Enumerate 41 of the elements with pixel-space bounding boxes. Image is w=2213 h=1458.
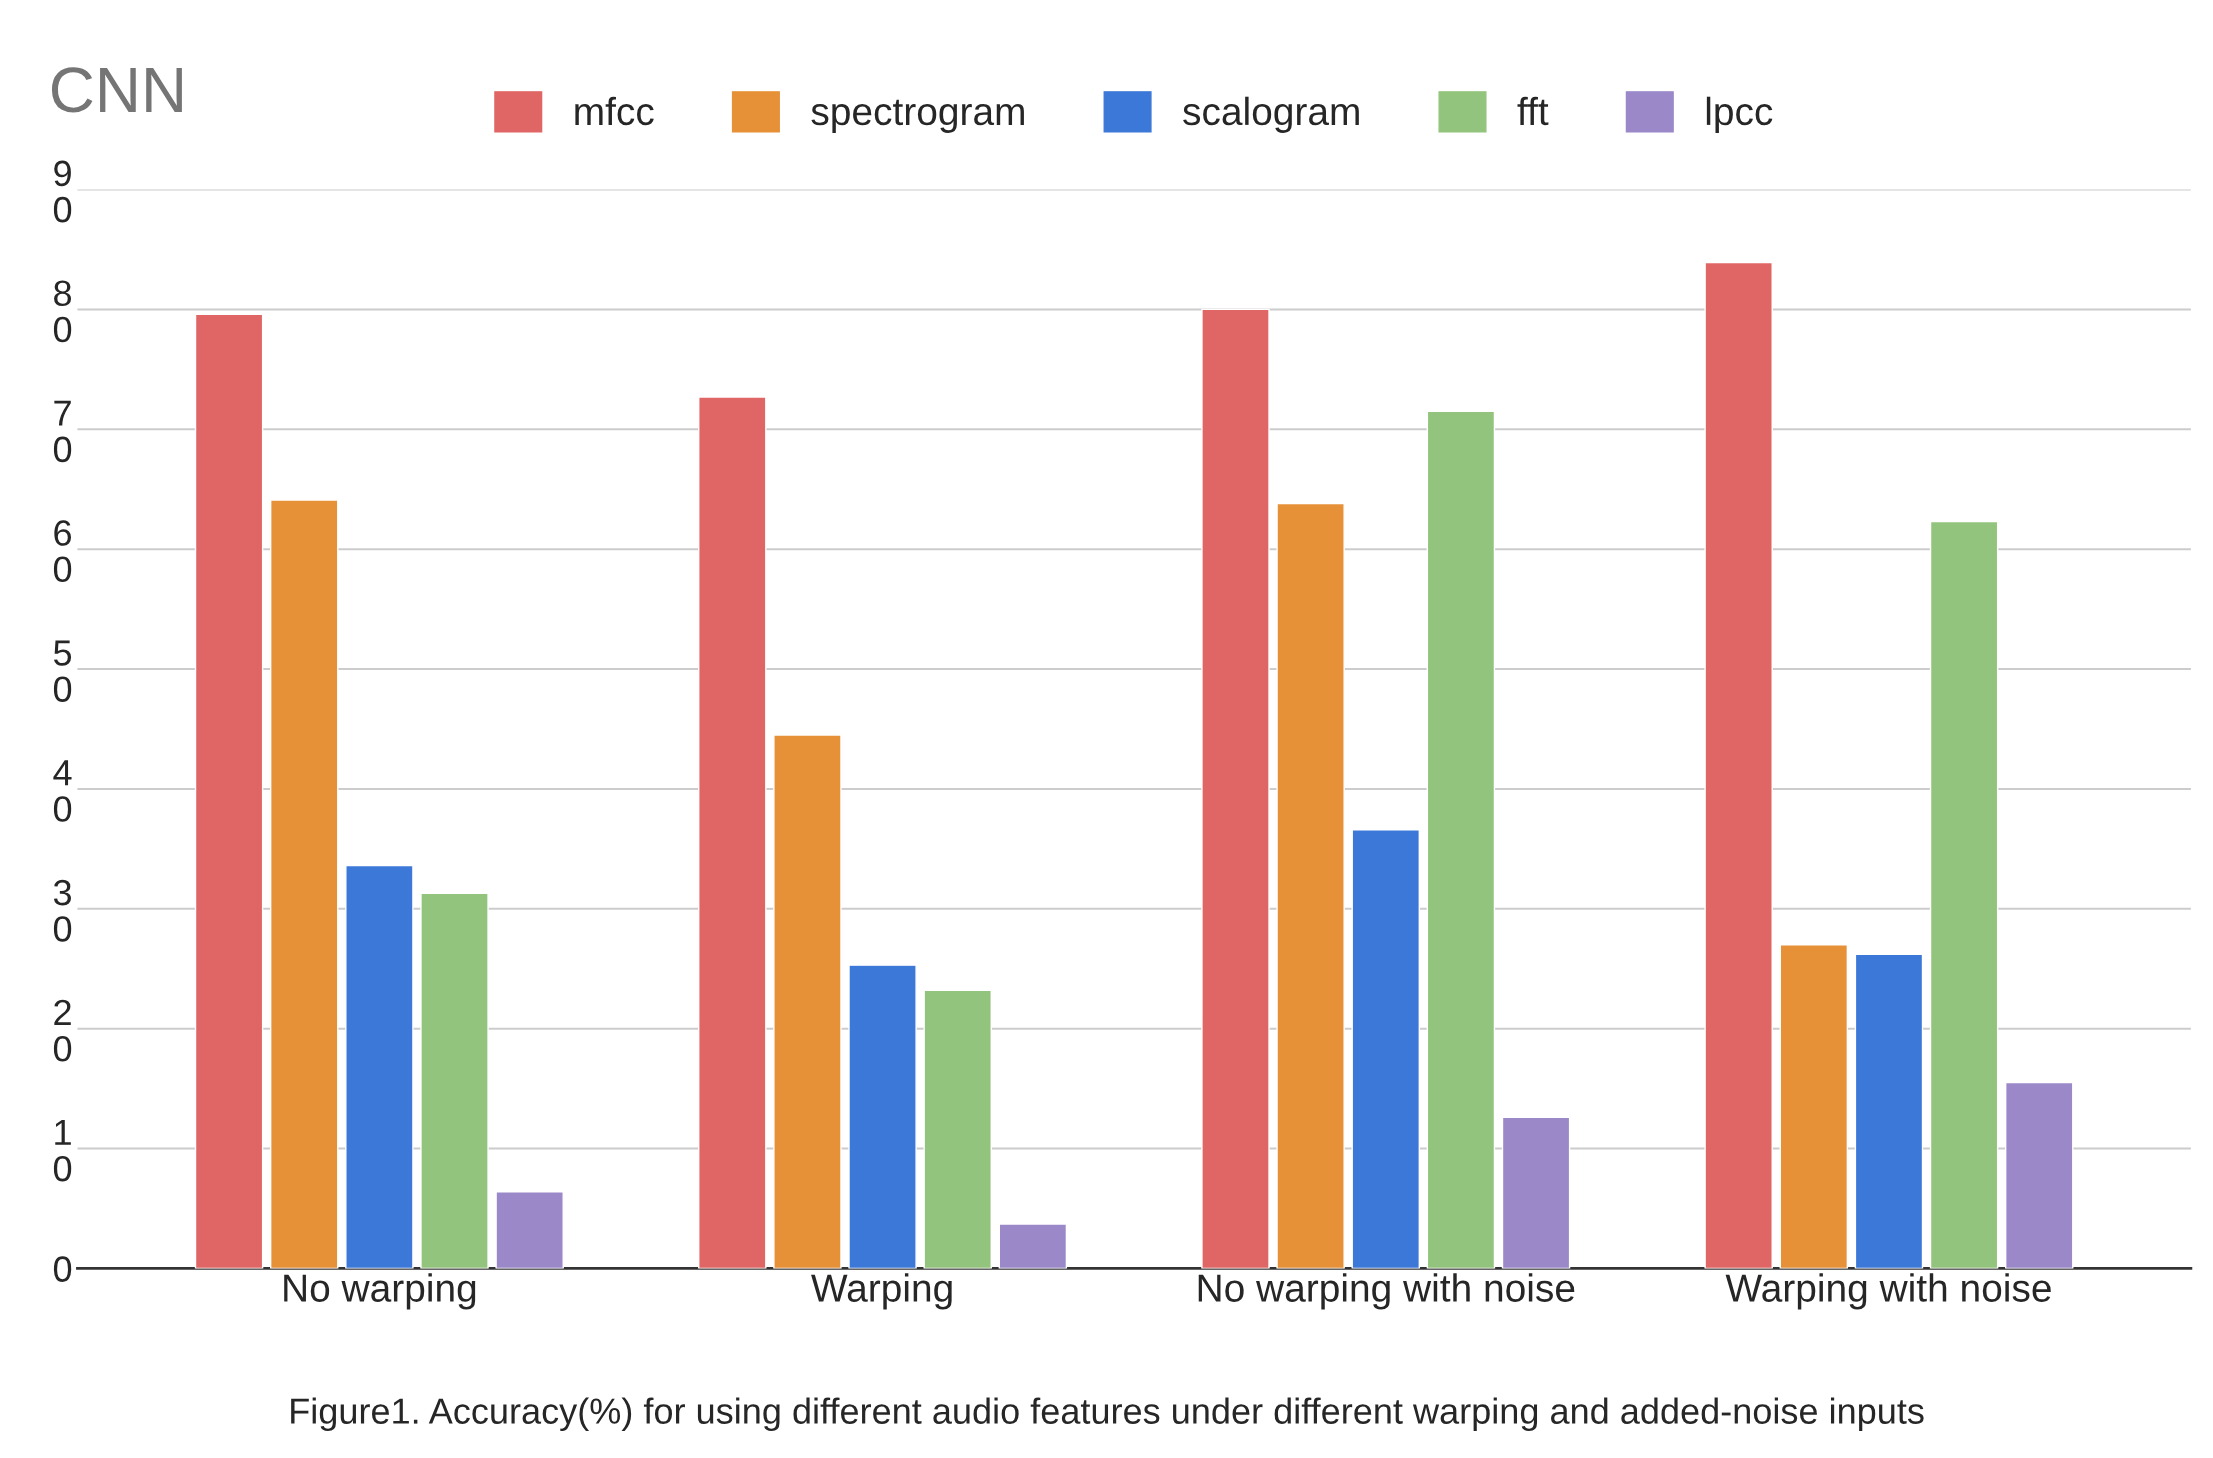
bar — [194, 313, 264, 1269]
bar — [848, 964, 917, 1269]
legend-label: mfcc — [575, 96, 654, 126]
bar — [420, 892, 489, 1269]
y-tick-label: 9 0 — [53, 160, 72, 223]
bar — [698, 396, 767, 1269]
caption: Figure1. Accuracy(%) for using different audio features under different warping and added-noise inputs — [291, 1397, 1924, 1432]
legend-label: lpcc — [1706, 96, 1773, 133]
bar — [923, 989, 992, 1269]
bar — [1929, 520, 1999, 1269]
bar — [1704, 261, 1773, 1269]
bar — [269, 499, 339, 1269]
bar — [1276, 502, 1345, 1269]
y-tick-label: 2 0 — [53, 999, 72, 1062]
bar — [495, 1191, 564, 1269]
bar — [1854, 953, 1924, 1269]
x-tick-label: Warping with noise — [1725, 1273, 2051, 1310]
y-tick-label: 3 0 — [53, 879, 72, 942]
y-tick-label: 7 0 — [53, 400, 72, 463]
bar — [1501, 1116, 1571, 1269]
chart-title: CNN — [51, 67, 182, 113]
y-tick-label: 5 0 — [53, 640, 72, 702]
y-tick-label: 4 0 — [53, 760, 72, 822]
bar — [998, 1223, 1068, 1269]
x-tick-label: Warping — [811, 1273, 952, 1310]
legend-label: fft — [1517, 96, 1549, 126]
legend-label: spectrogram — [811, 99, 1024, 133]
x-tick-label: No warping — [284, 1273, 476, 1310]
legend-label: scalogram — [1183, 96, 1359, 133]
bar — [1201, 308, 1270, 1269]
bar — [1351, 829, 1421, 1269]
y-tick-label: 8 0 — [53, 280, 72, 343]
bar — [345, 864, 414, 1269]
y-tick-label: 0 — [53, 1256, 72, 1282]
bar — [1779, 944, 1849, 1269]
bar — [773, 734, 842, 1269]
y-tick-label: 6 0 — [53, 520, 72, 583]
bar — [2004, 1081, 2074, 1269]
bar — [1426, 410, 1496, 1269]
x-tick-label: No warping with noise — [1198, 1273, 1575, 1310]
y-tick-label: 1 0 — [53, 1119, 72, 1182]
